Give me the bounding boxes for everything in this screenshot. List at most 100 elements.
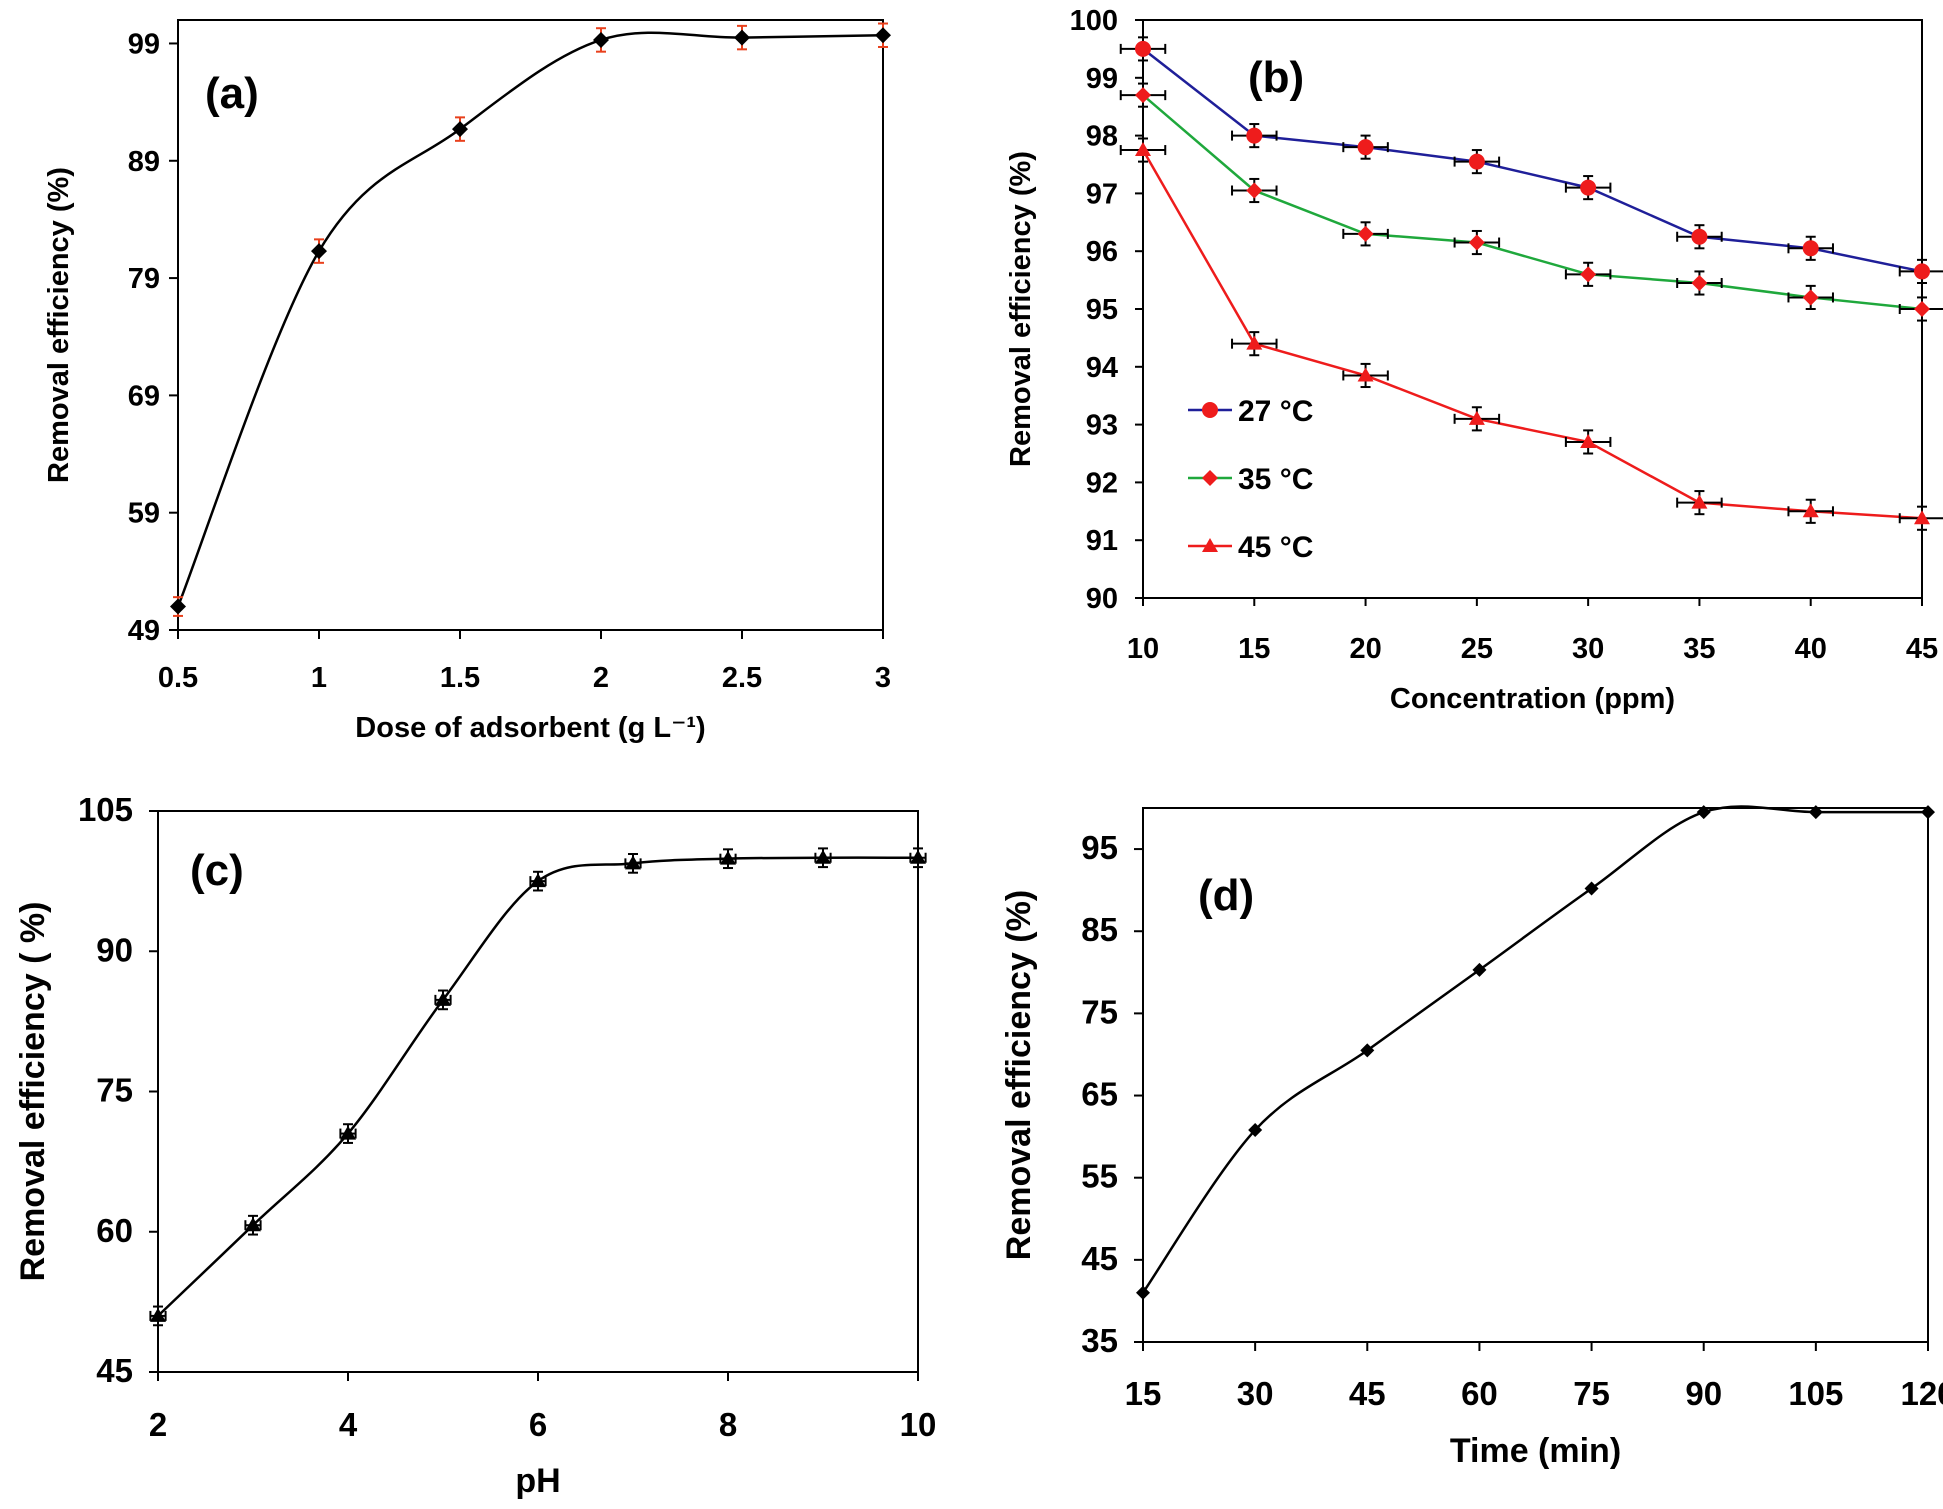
x-axis-title: Time (min) [1450, 1432, 1621, 1470]
data-point [311, 243, 327, 260]
y-tick-label: 96 [1086, 236, 1118, 268]
x-tick-label: 10 [900, 1406, 937, 1443]
x-tick-label: 1 [311, 662, 327, 694]
plot-frame [1142, 807, 1929, 1343]
data-point [875, 27, 891, 44]
x-tick-label: 30 [1237, 1375, 1274, 1412]
y-tick-label: 45 [1081, 1240, 1118, 1277]
y-tick-label: 93 [1086, 410, 1118, 442]
panel-label: (b) [1248, 53, 1304, 102]
y-tick-label: 92 [1086, 467, 1118, 499]
data-point [625, 855, 641, 870]
data-point [1468, 153, 1485, 170]
x-tick-label: 45 [1349, 1375, 1386, 1412]
y-tick-label: 99 [1086, 63, 1118, 95]
data-point [1472, 962, 1487, 977]
data-point [1691, 274, 1708, 291]
y-tick-label: 97 [1086, 178, 1118, 210]
data-point [1914, 263, 1930, 280]
y-tick-label: 75 [1081, 993, 1118, 1030]
data-point [1468, 234, 1485, 251]
y-tick-label: 79 [128, 263, 160, 295]
data-point [150, 1307, 166, 1322]
x-tick-label: 1.5 [440, 662, 480, 694]
series-line [1141, 149, 1923, 520]
y-tick-label: 105 [78, 791, 133, 828]
data-point [530, 873, 546, 888]
y-tick-label: 35 [1081, 1322, 1118, 1359]
x-tick-label: 15 [1238, 633, 1270, 665]
data-point [452, 121, 468, 138]
y-axis-title: Removal efficiency ( %) [14, 902, 52, 1282]
x-tick-label: 120 [1900, 1375, 1943, 1412]
x-tick-label: 2 [149, 1406, 167, 1443]
x-tick-label: 10 [1127, 633, 1159, 665]
series-0 [1119, 36, 1943, 284]
data-point [245, 1217, 261, 1232]
panel-label: (d) [1198, 871, 1254, 920]
chart-a: 0.5 1 1.5 2 2.5 3 49 59 69 79 89 99 Dose of adsorben… [43, 19, 891, 744]
x-tick-label: 60 [1461, 1375, 1498, 1412]
data-point [815, 849, 831, 864]
y-tick-label: 85 [1081, 911, 1118, 948]
data-point [1135, 40, 1151, 57]
data-point [1246, 335, 1263, 350]
data-point [1246, 127, 1263, 144]
data-point [170, 598, 186, 615]
x-axis-title: Dose of adsorbent (g L⁻¹) [355, 712, 705, 744]
y-tick-label: 98 [1086, 121, 1118, 153]
x-tick-label: 20 [1349, 633, 1381, 665]
data-point [720, 850, 736, 865]
y-tick-label: 99 [128, 28, 160, 60]
series-line [1142, 94, 1923, 311]
y-tick-label: 91 [1086, 525, 1118, 557]
y-tick-label: 95 [1086, 294, 1118, 326]
x-tick-label: 105 [1788, 1375, 1843, 1412]
x-tick-label: 40 [1795, 633, 1827, 665]
y-tick-label: 55 [1081, 1158, 1118, 1195]
data-point [1914, 301, 1930, 317]
y-tick-label: 75 [96, 1072, 133, 1109]
y-axis-title: Removal efficiency (%) [43, 167, 75, 483]
series-2 [1119, 137, 1943, 531]
series-0 [1136, 805, 1935, 1300]
y-tick-label: 100 [1070, 5, 1118, 37]
data-point [1468, 410, 1485, 425]
data-point [1135, 87, 1151, 104]
x-tick-label: 0.5 [158, 662, 198, 694]
x-tick-label: 3 [875, 662, 891, 694]
x-tick-label: 4 [339, 1406, 358, 1443]
data-point [1802, 240, 1819, 257]
data-point [1691, 494, 1708, 509]
legend: 27 °C 35 °C 45 °C [1188, 395, 1313, 564]
x-tick-label: 45 [1906, 633, 1938, 665]
series-line [157, 856, 919, 1317]
data-point [1580, 433, 1597, 448]
data-point [1691, 228, 1708, 245]
data-point [910, 849, 926, 864]
legend-label: 27 °C [1238, 395, 1313, 428]
x-tick-label: 2.5 [722, 662, 762, 694]
data-point [1802, 503, 1819, 518]
x-tick-label: 2 [593, 662, 609, 694]
x-tick-label: 8 [719, 1406, 737, 1443]
data-point [1246, 182, 1263, 199]
panel-label: (a) [205, 69, 259, 118]
data-point [1696, 805, 1711, 820]
legend-label: 35 °C [1238, 463, 1313, 496]
data-point [1135, 142, 1151, 157]
y-tick-label: 49 [128, 615, 160, 647]
series-1 [1119, 82, 1943, 322]
data-point [1921, 805, 1935, 820]
y-tick-label: 90 [96, 931, 133, 968]
y-tick-label: 95 [1081, 829, 1118, 866]
data-point [1808, 805, 1823, 820]
data-point [1357, 225, 1374, 242]
x-axis-title: pH [515, 1462, 560, 1500]
data-point [1357, 139, 1374, 156]
panel-label: (c) [190, 846, 244, 895]
y-tick-label: 89 [128, 146, 160, 178]
plot-frame [177, 19, 884, 631]
legend-marker [1202, 538, 1218, 552]
